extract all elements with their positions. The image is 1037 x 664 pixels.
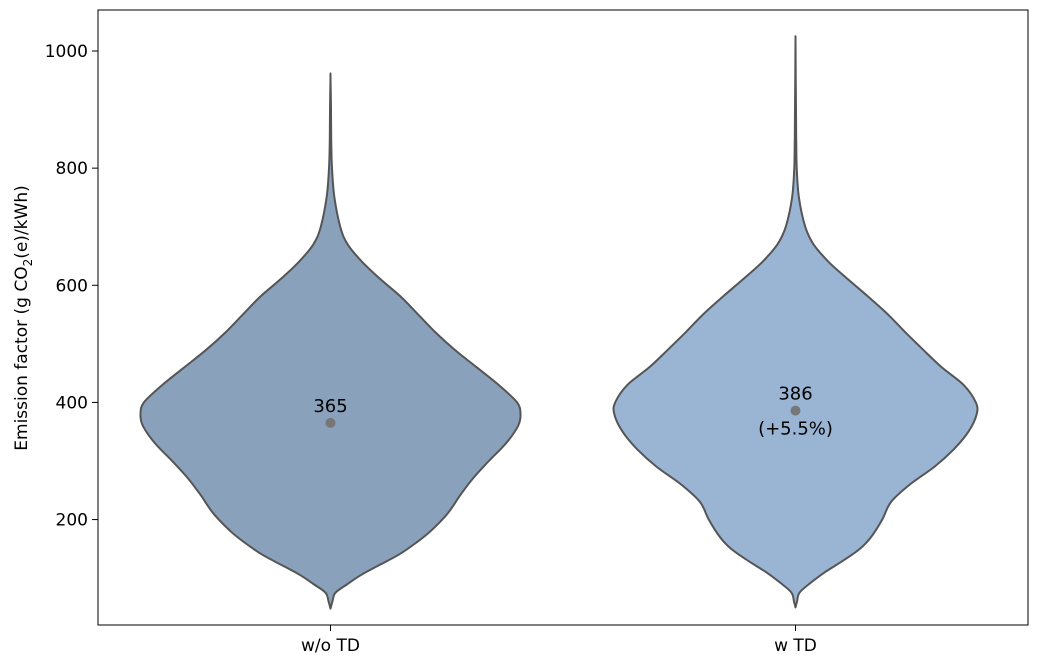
y-axis: 200 400 600 800 1000	[45, 42, 98, 531]
x-axis: w/o TD w TD	[301, 625, 817, 656]
violins-group: 365 386 (+5.5%)	[139, 35, 979, 610]
median-marker	[325, 417, 336, 428]
change-label: (+5.5%)	[758, 419, 833, 440]
violin-body	[612, 35, 979, 609]
median-label: 365	[313, 396, 347, 417]
x-tick-label: w TD	[774, 636, 817, 656]
plot-frame	[97, 9, 1029, 626]
violin-body	[139, 72, 522, 610]
median-marker	[790, 405, 801, 416]
y-tick-label: 200	[56, 511, 88, 531]
x-tick-label: w/o TD	[301, 636, 360, 656]
y-axis-label: Emission factor (g CO2(e)/kWh)	[12, 185, 35, 450]
y-tick-label: 600	[56, 276, 88, 296]
y-tick-label: 1000	[45, 42, 88, 62]
y-tick-label: 400	[56, 393, 88, 413]
y-tick-label: 800	[56, 159, 88, 179]
median-label: 386	[778, 384, 812, 405]
